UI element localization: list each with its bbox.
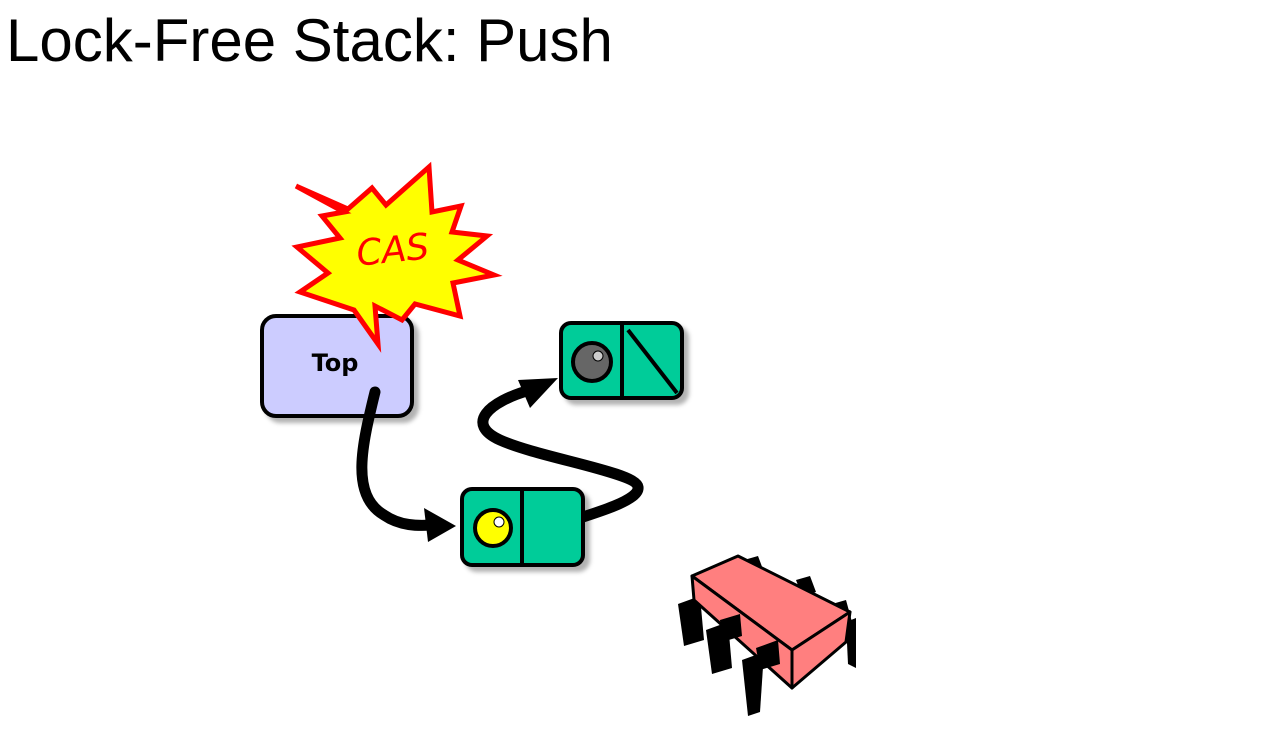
top-label: Top — [312, 349, 359, 377]
new-node-value-ball — [473, 508, 513, 548]
chip-side — [790, 610, 852, 690]
top-to-new-node-arrow — [356, 386, 456, 542]
arrowhead-icon — [424, 508, 456, 542]
arrowhead-icon — [518, 378, 558, 408]
top-pointer-box: Top — [260, 314, 414, 418]
old-stack-node — [559, 321, 684, 400]
cas-label: CAS — [355, 226, 432, 274]
slide-title: Lock-Free Stack: Push — [6, 7, 613, 74]
new-node-to-old-node-arrow — [477, 378, 644, 534]
cas-burst: CAS — [291, 161, 503, 353]
burst-icon — [291, 161, 503, 353]
old-node-value-ball — [571, 341, 613, 383]
null-pointer-slash — [626, 328, 679, 395]
processor-chip-icon — [678, 554, 856, 716]
new-stack-node — [460, 487, 585, 567]
